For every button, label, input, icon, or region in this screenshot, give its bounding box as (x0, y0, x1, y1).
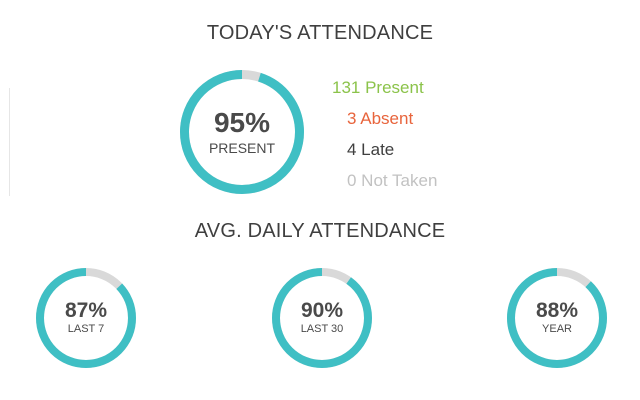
attendance-breakdown: 131 Present 3 Absent 4 Late 0 Not Taken (330, 76, 437, 200)
late-count: 4 Late (347, 140, 395, 159)
avg-ring-last-30-graphic (272, 268, 372, 368)
todays-attendance-ring-graphic (180, 70, 304, 194)
todays-ring-progress-arc (180, 70, 304, 194)
avg-label-last-7: LAST 7 (67, 323, 105, 335)
left-divider (9, 88, 10, 196)
avg-ring-last-7-graphic (36, 268, 136, 368)
avg-ring-year-progress-arc (507, 268, 607, 368)
todays-attendance-heading: TODAY'S ATTENDANCE (206, 22, 434, 44)
todays-percent: 95% (213, 107, 271, 138)
todays-percent-label: PRESENT (208, 140, 276, 156)
avg-ring-last-30: 90% LAST 30 (272, 268, 372, 368)
avg-label-year: YEAR (542, 323, 572, 335)
avg-percent-last-30: 90% (300, 299, 344, 322)
avg-label-last-30: LAST 30 (300, 323, 344, 335)
absent-count: 3 Absent (347, 109, 414, 128)
avg-ring-last-7-progress-arc (36, 268, 136, 368)
avg-percent-year: 88% (535, 299, 579, 322)
avg-ring-year-graphic (507, 268, 607, 368)
avg-ring-last-7: 87% LAST 7 (36, 268, 136, 368)
not-taken-count: 0 Not Taken (347, 171, 438, 190)
avg-ring-year: 88% YEAR (507, 268, 607, 368)
todays-attendance-ring: 95% PRESENT (180, 70, 304, 194)
present-count: 131 Present (332, 78, 424, 97)
avg-daily-attendance-heading: AVG. DAILY ATTENDANCE (194, 220, 446, 242)
avg-percent-last-7: 87% (64, 299, 108, 322)
avg-ring-last-30-progress-arc (272, 268, 372, 368)
